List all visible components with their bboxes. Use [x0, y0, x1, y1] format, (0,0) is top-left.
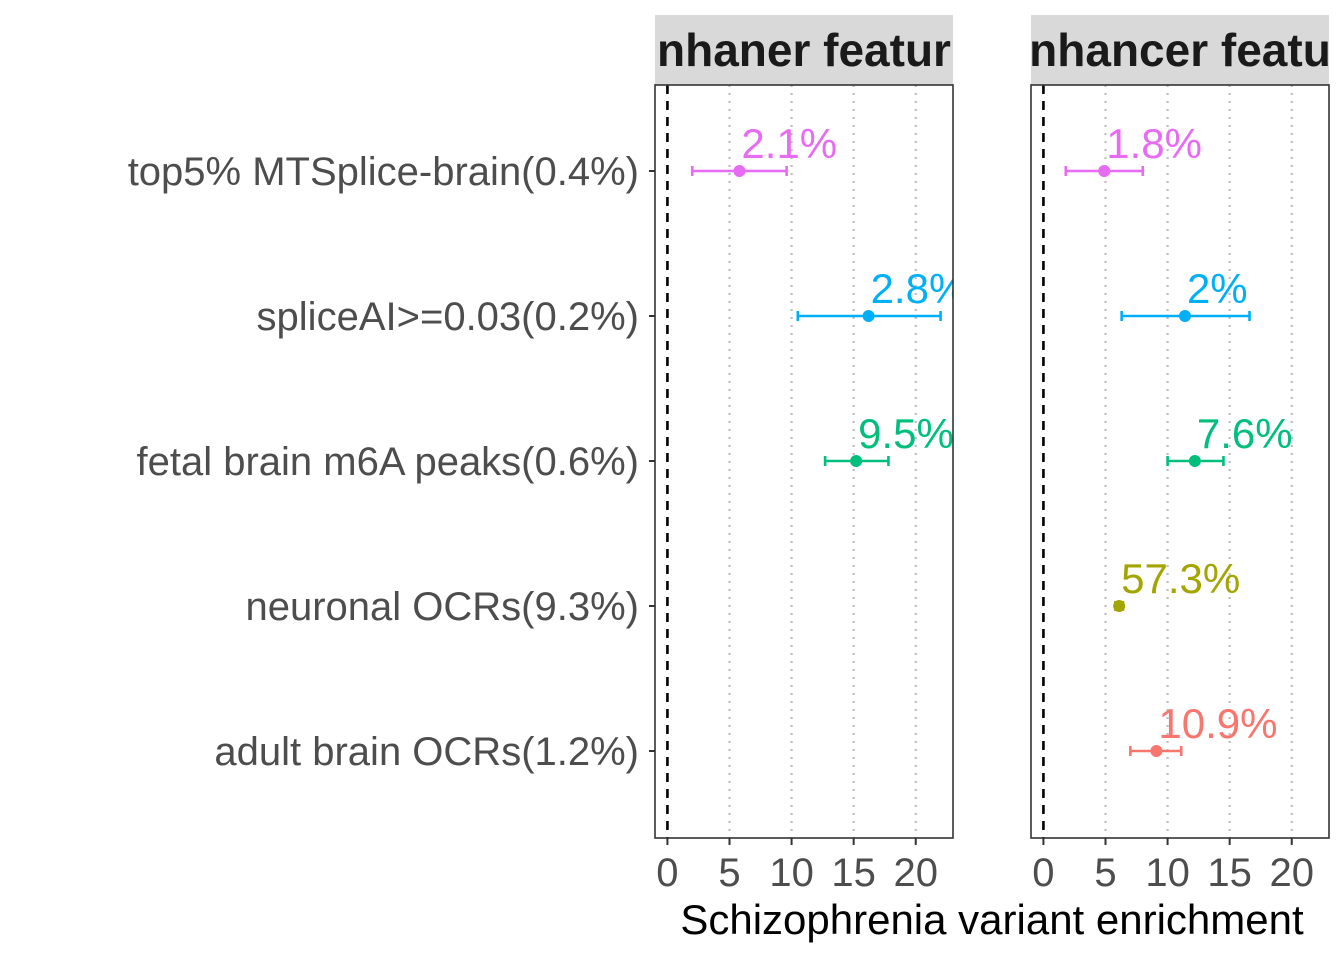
x-axis-tick-label: 0	[1032, 851, 1054, 895]
x-axis-tick-label: 10	[769, 851, 814, 895]
data-label: 1.8%	[1106, 120, 1202, 167]
panel-content: 2.1% 2.8% 9.5%	[690, 120, 967, 467]
facet-strip-title: nhancer featu	[1029, 24, 1331, 76]
data-point	[1178, 310, 1191, 322]
y-axis-category-label: neuronal OCRs(9.3%)	[246, 585, 640, 629]
y-axis-category-label: spliceAI>=0.03(0.2%)	[257, 295, 639, 339]
panel-content: 1.8% 2% 7.6% 57.3% 10.9%	[1064, 120, 1293, 757]
facet-strip-title: nhaner featur	[657, 24, 951, 76]
panel-1: nhaner featur 2.1% 2.8% 9.5% 0 5 10 15 20	[654, 15, 967, 895]
data-label: 57.3%	[1121, 555, 1240, 602]
facet-strip	[655, 15, 953, 85]
x-axis-tick-label: 20	[1270, 851, 1315, 895]
y-axis-category-label: fetal brain m6A peaks(0.6%)	[137, 440, 639, 484]
panel-background	[655, 85, 953, 838]
data-point	[1150, 745, 1163, 757]
x-axis-tick-label: 5	[718, 851, 740, 895]
data-label: 2.1%	[741, 120, 837, 167]
data-point	[850, 455, 863, 467]
x-axis-tick-label: 10	[1145, 851, 1190, 895]
data-label: 7.6%	[1197, 410, 1293, 457]
data-point	[862, 310, 875, 322]
x-axis-tick-label: 20	[894, 851, 939, 895]
data-label: 10.9%	[1158, 700, 1277, 747]
data-label: 2%	[1187, 265, 1248, 312]
panel-2: nhancer featu 1.8% 2% 7.6% 57.3% 10.9% 0 5 10 15 2…	[1029, 15, 1331, 895]
facet-strip	[1031, 15, 1329, 85]
data-label: 2.8%	[871, 265, 967, 312]
data-point	[733, 165, 746, 177]
y-axis-category-label: top5% MTSplice-brain(0.4%)	[128, 150, 639, 194]
x-axis-title: Schizophrenia variant enrichment	[680, 896, 1304, 943]
x-axis-tick-label: 0	[656, 851, 678, 895]
panel-border	[654, 84, 954, 839]
data-point	[1113, 600, 1126, 612]
x-axis-tick-label: 15	[831, 851, 876, 895]
x-axis-tick-label: 5	[1094, 851, 1116, 895]
data-point	[1098, 165, 1111, 177]
data-label: 9.5%	[858, 410, 954, 457]
x-axis-tick-label: 15	[1207, 851, 1252, 895]
panel-border	[1030, 84, 1330, 839]
data-point	[1188, 455, 1201, 467]
y-axis-category-label: adult brain OCRs(1.2%)	[214, 730, 639, 774]
